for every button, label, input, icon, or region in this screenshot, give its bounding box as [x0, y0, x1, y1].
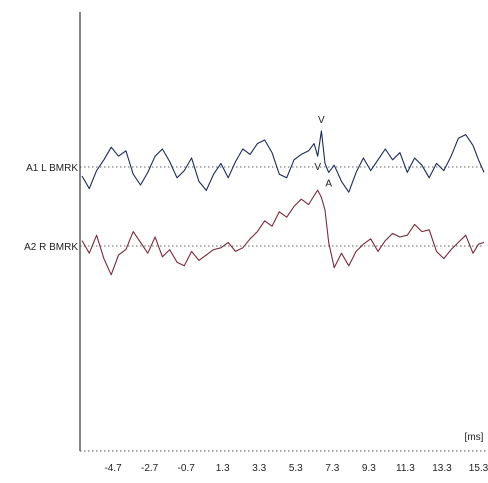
- peak-label-1-1: V: [318, 115, 325, 126]
- x-tick-label-1: -4.7: [104, 463, 122, 474]
- baselines: [80, 166, 484, 247]
- x-tick-label-7: 7.3: [325, 463, 339, 474]
- x-tick-label-10: 13.3: [432, 463, 452, 474]
- traces: [81, 130, 485, 276]
- x-tick-labels: -4.7 -2.7 -0.7 1.3 3.3 5.3 7.3 9.3 11.3 13.3 15.3: [104, 463, 488, 474]
- x-tick-label-9: 11.3: [396, 463, 415, 474]
- x-tick-label-6: 5.3: [289, 463, 303, 474]
- series-label-2: A2 R BMRK: [24, 242, 78, 253]
- series-label-1: A1 L BMRK: [26, 163, 78, 174]
- x-tick-label-11: 15.3: [469, 463, 488, 474]
- x-tick-label-3: -0.7: [178, 463, 196, 474]
- peak-label-1-3: A: [325, 178, 332, 189]
- x-tick-label-4: 1.3: [216, 463, 230, 474]
- x-tick-label-8: 9.3: [362, 463, 376, 474]
- x-axis-label: [ms]: [465, 432, 484, 443]
- x-tick-label-2: -2.7: [141, 463, 159, 474]
- series-labels: A1 L BMRK A2 R BMRK: [24, 163, 78, 253]
- peak-label-1-2: V: [314, 162, 321, 173]
- peak-labels: VVA: [314, 115, 332, 189]
- trace-line-2: [81, 189, 485, 276]
- x-tick-label-5: 3.3: [252, 463, 266, 474]
- trace-line-1: [81, 130, 485, 193]
